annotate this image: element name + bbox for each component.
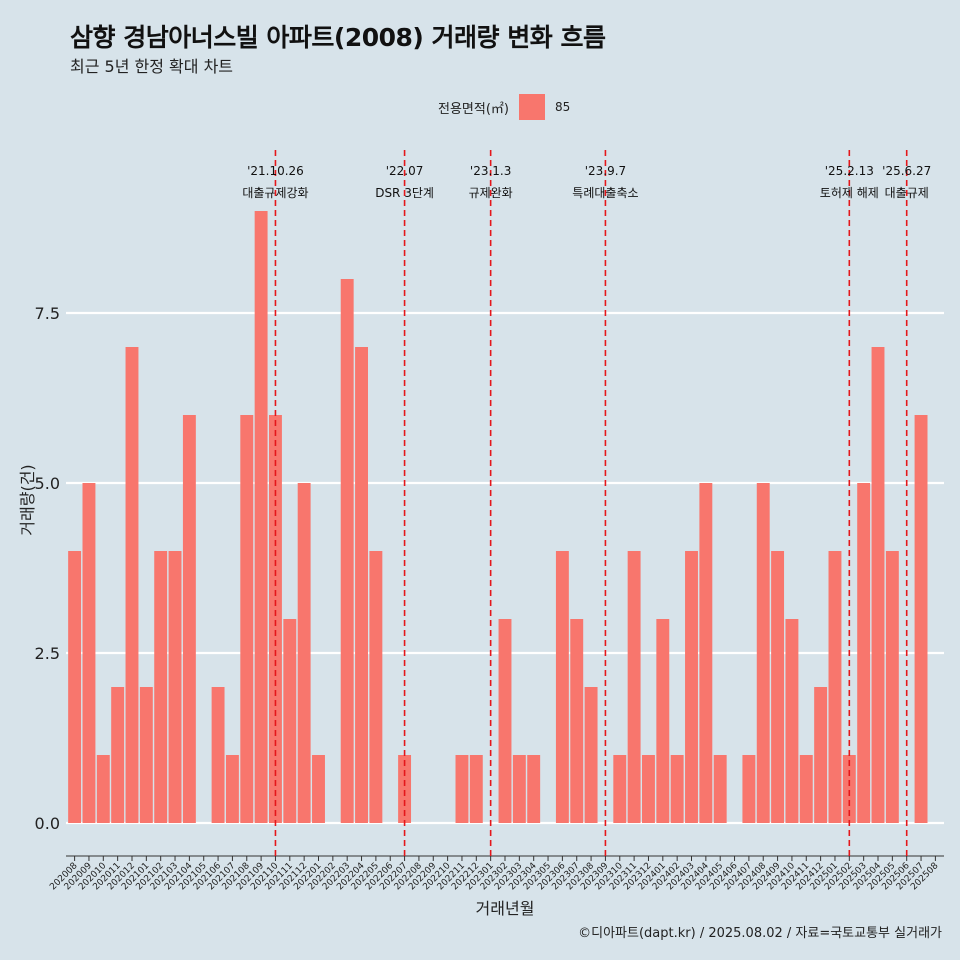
event-label: 특례대출축소: [572, 186, 638, 200]
bar: [398, 755, 412, 823]
bar: [455, 755, 469, 823]
bar: [469, 755, 483, 823]
bar: [527, 755, 541, 823]
source-caption: ©디아파트(dapt.kr) / 2025.08.02 / 자료=국토교통부 실…: [578, 926, 942, 941]
bar: [369, 551, 383, 823]
event-date-label: '22.07: [386, 164, 424, 178]
y-tick-label: 0.0: [35, 814, 60, 833]
bar: [670, 755, 684, 823]
bar: [498, 619, 512, 823]
bar: [799, 755, 813, 823]
bar: [742, 755, 756, 823]
y-tick-label: 5.0: [35, 474, 60, 493]
bar: [512, 755, 526, 823]
legend-swatch: [518, 94, 545, 120]
event-label: 토허제 해제: [820, 186, 879, 200]
bar: [125, 347, 139, 823]
bar: [613, 755, 627, 823]
bar: [828, 551, 842, 823]
event-date-label: '25.2.13: [825, 164, 874, 178]
bar: [642, 755, 655, 823]
bar: [225, 755, 239, 823]
bar: [82, 483, 96, 823]
bar: [355, 347, 368, 823]
bar: [555, 551, 569, 823]
bar: [685, 551, 698, 823]
event-label: 대출규제: [885, 186, 929, 200]
bar: [154, 551, 168, 823]
bar: [240, 415, 254, 823]
event-date-label: '23.1.3: [470, 164, 511, 178]
bar: [885, 551, 899, 823]
event-date-label: '21.10.26: [247, 164, 304, 178]
bar: [914, 415, 928, 823]
legend-title: 전용면적(㎡): [438, 101, 509, 117]
bar: [283, 619, 297, 823]
chart-subtitle: 최근 5년 한정 확대 차트: [70, 57, 234, 76]
legend-item-label: 85: [554, 100, 571, 114]
bar: [139, 687, 153, 823]
bar: [584, 687, 598, 823]
x-axis-title: 거래년월: [476, 899, 535, 918]
event-label: 대출규제강화: [242, 186, 308, 200]
bar: [842, 755, 856, 823]
bar: [756, 483, 770, 823]
bar: [570, 619, 584, 823]
bar: [656, 619, 670, 823]
bar: [785, 619, 799, 823]
bar: [857, 483, 871, 823]
y-tick-label: 7.5: [35, 304, 60, 323]
bar: [699, 483, 713, 823]
bar: [713, 755, 727, 823]
y-axis-title: 거래량(건): [18, 464, 37, 535]
event-label: 규제완화: [469, 186, 513, 200]
legend: 전용면적(㎡) 85: [438, 94, 570, 120]
y-tick-label: 2.5: [35, 644, 60, 663]
bar: [269, 415, 282, 823]
bar: [211, 687, 225, 823]
bar: [814, 687, 828, 823]
bar: [627, 551, 641, 823]
bar: [254, 211, 268, 823]
bar: [297, 483, 311, 823]
bar: [871, 347, 885, 823]
bar: [168, 551, 182, 823]
bar: [340, 279, 354, 823]
bar: [771, 551, 785, 823]
bar: [96, 755, 110, 823]
bar: [312, 755, 325, 823]
event-date-label: '25.6.27: [882, 164, 931, 178]
bar: [182, 415, 196, 823]
bar: [111, 687, 125, 823]
event-date-label: '23.9.7: [585, 164, 626, 178]
bar: [68, 551, 82, 823]
event-label: DSR 3단계: [375, 186, 434, 200]
chart-title: 삼향 경남아너스빌 아파트(2008) 거래량 변화 흐름: [70, 23, 606, 52]
